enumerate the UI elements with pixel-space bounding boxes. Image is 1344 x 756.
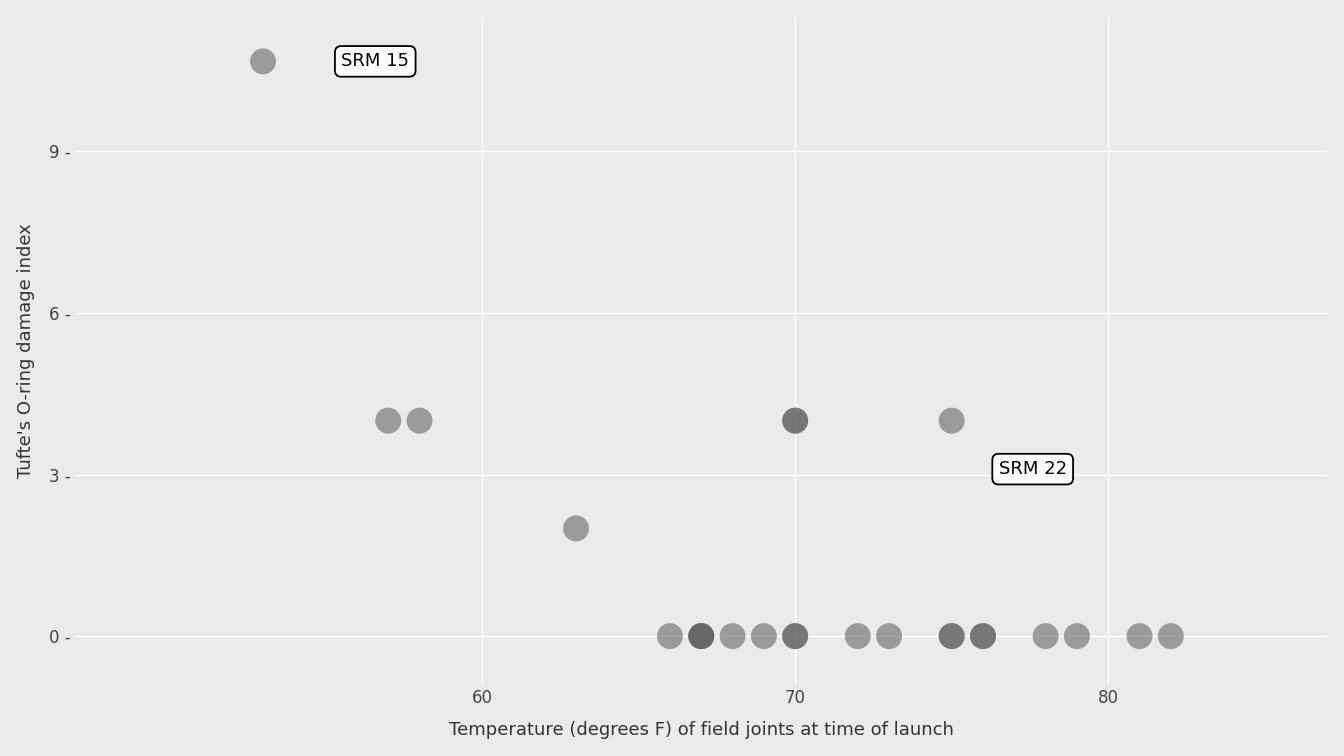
Point — [972, 630, 993, 642]
Point — [378, 414, 399, 426]
Point — [879, 630, 900, 642]
Point — [691, 630, 712, 642]
Point — [722, 630, 743, 642]
Point — [753, 630, 774, 642]
Point — [785, 414, 806, 426]
Point — [691, 630, 712, 642]
Point — [941, 414, 962, 426]
Text: SRM 22: SRM 22 — [999, 460, 1067, 478]
Text: SRM 15: SRM 15 — [341, 52, 410, 70]
Point — [253, 55, 274, 67]
Point — [941, 630, 962, 642]
Point — [785, 414, 806, 426]
Point — [659, 630, 680, 642]
Y-axis label: Tufte's O-ring damage index: Tufte's O-ring damage index — [16, 223, 35, 478]
Point — [785, 630, 806, 642]
Point — [1129, 630, 1150, 642]
Point — [1066, 630, 1087, 642]
Point — [409, 414, 430, 426]
Point — [1160, 630, 1181, 642]
Point — [566, 522, 587, 534]
Point — [941, 630, 962, 642]
Point — [847, 630, 868, 642]
X-axis label: Temperature (degrees F) of field joints at time of launch: Temperature (degrees F) of field joints … — [449, 721, 954, 739]
Point — [1035, 630, 1056, 642]
Point — [972, 630, 993, 642]
Point — [691, 630, 712, 642]
Point — [785, 630, 806, 642]
